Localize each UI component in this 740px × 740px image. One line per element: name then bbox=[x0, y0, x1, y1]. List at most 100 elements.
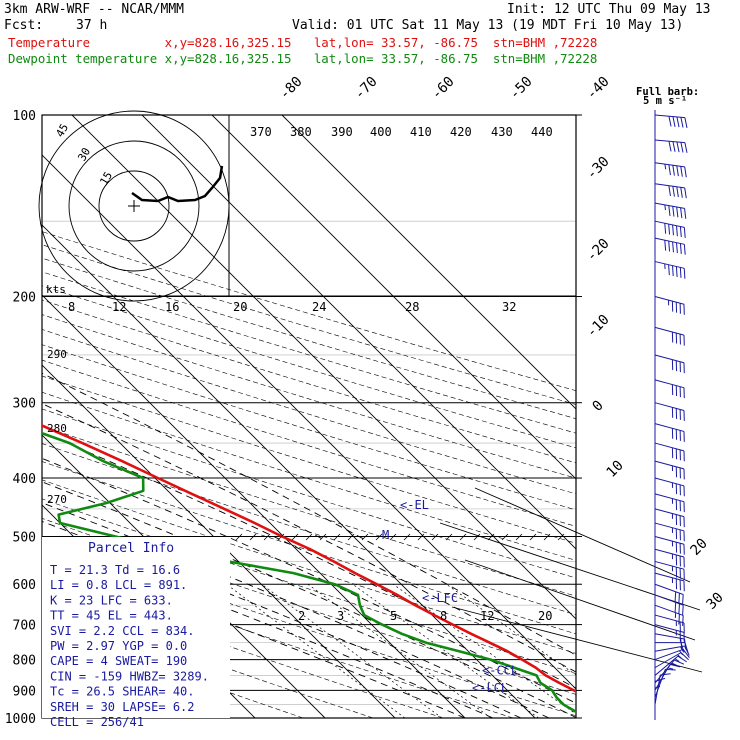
wind-barb-staff bbox=[654, 183, 685, 189]
parcel-info-title: Parcel Info bbox=[88, 541, 174, 556]
valid-time: Valid: 01 UTC Sat 11 May 13 (19 MDT Fri … bbox=[292, 18, 684, 33]
wind-barb-flag bbox=[679, 226, 682, 238]
hodograph-speed-label: 28 bbox=[405, 300, 419, 314]
temperature-legend: Temperature x,y=828.16,325.15 lat,lon= 3… bbox=[8, 35, 598, 50]
surface-tick bbox=[235, 533, 243, 541]
theta-label-left: 280 bbox=[47, 422, 67, 435]
isotherm-extensions bbox=[439, 487, 703, 673]
wind-barb-staff bbox=[654, 572, 685, 582]
wind-barb bbox=[654, 442, 685, 462]
wind-barb-flag bbox=[676, 141, 680, 153]
wind-barb-flag bbox=[684, 142, 688, 153]
mixing-ratio-line bbox=[446, 583, 576, 676]
wind-barb-staff bbox=[654, 477, 685, 487]
wind-barb-staff bbox=[654, 296, 685, 305]
wind-barb-flag bbox=[676, 186, 679, 198]
isotherm-line bbox=[42, 154, 576, 690]
mixing-ratio-label: 8 bbox=[440, 609, 447, 623]
wind-barb bbox=[654, 296, 685, 315]
wind-barb-staff bbox=[654, 402, 685, 411]
parcel-info-panel: Parcel Info T = 21.3 Td = 16.6LI = 0.8 L… bbox=[42, 537, 230, 729]
pressure-tick-label: 200 bbox=[13, 291, 36, 306]
surface-tick bbox=[487, 533, 495, 541]
isotherm-label: -70 bbox=[352, 74, 381, 103]
mixing-ratio-line bbox=[226, 583, 406, 718]
wind-barb-flag bbox=[684, 166, 687, 178]
dry-adiabat bbox=[42, 344, 576, 511]
pressure-tick-label: 700 bbox=[13, 619, 36, 634]
wind-barb-flag bbox=[674, 591, 677, 603]
hodograph-speed-label: 8 bbox=[68, 300, 75, 314]
wind-barb-flag bbox=[660, 673, 671, 676]
plot-border bbox=[41, 114, 577, 719]
wind-barb bbox=[654, 237, 686, 255]
wind-barb bbox=[654, 604, 684, 626]
wind-barb-flag bbox=[664, 223, 667, 234]
wind-barb-flag bbox=[672, 186, 675, 197]
isotherm-line bbox=[42, 294, 466, 718]
parcel-info-row: CIN = -159 HWBZ= 3289. bbox=[50, 669, 209, 683]
wind-barb bbox=[654, 402, 685, 421]
parcel-info-row: LI = 0.8 LCL = 891. bbox=[50, 578, 187, 592]
surface-tick bbox=[417, 533, 425, 541]
pressure-tick-label: 900 bbox=[13, 684, 36, 699]
isotherm-label: -10 bbox=[584, 312, 613, 341]
wind-barb-flag bbox=[676, 206, 679, 218]
dry-adiabat bbox=[42, 518, 576, 695]
wind-barb-staff bbox=[654, 583, 684, 595]
wind-barb-flag bbox=[668, 164, 671, 176]
mixing-ratio-line bbox=[261, 583, 443, 718]
moist-adiabat bbox=[42, 403, 576, 673]
isotherm-label: -40 bbox=[584, 74, 613, 103]
wind-barb-half bbox=[664, 164, 667, 170]
wind-barb-half bbox=[680, 646, 684, 652]
surface-tick bbox=[403, 533, 411, 541]
pressure-tick-label: 800 bbox=[13, 654, 36, 669]
dry-adiabat bbox=[42, 231, 576, 391]
wind-barb-flag bbox=[675, 266, 678, 277]
wind-barb bbox=[654, 162, 687, 178]
pressure-tick-label: 100 bbox=[13, 109, 36, 124]
surface-tick bbox=[375, 533, 383, 541]
wind-barb bbox=[654, 493, 685, 513]
barb-legend-line1: Full barb: bbox=[636, 86, 699, 98]
wind-barb-staff bbox=[654, 508, 685, 518]
wind-barb-flag bbox=[668, 240, 671, 252]
wind-barb-flag bbox=[680, 166, 683, 177]
hodograph-units: kts bbox=[46, 283, 66, 296]
wind-barb bbox=[654, 548, 685, 568]
moist-adiabat bbox=[42, 537, 494, 718]
wind-barb-staff bbox=[654, 261, 685, 269]
wind-barb-flag bbox=[680, 652, 689, 661]
wind-barb-staff bbox=[654, 633, 685, 640]
surface-tick bbox=[459, 533, 467, 541]
profile-traces bbox=[42, 424, 576, 713]
isotherm-line bbox=[42, 224, 536, 718]
dewpoint-legend: Dewpoint temperature x,y=828.16,325.15 l… bbox=[8, 51, 598, 66]
wind-barb bbox=[654, 645, 690, 656]
parcel-info-row: PW = 2.97 YGP = 0.0 bbox=[50, 639, 187, 653]
hodograph-speed-label: 32 bbox=[502, 300, 516, 314]
parcel-info-row: CELL = 256/41 bbox=[50, 715, 144, 729]
forecast-hour: 37 h bbox=[76, 18, 108, 33]
wind-barb bbox=[654, 686, 661, 718]
wind-barb bbox=[654, 326, 685, 346]
wind-barb-flag bbox=[682, 594, 684, 605]
wind-barb-flag bbox=[676, 116, 680, 128]
pressure-tick-label: 400 bbox=[13, 472, 36, 487]
wind-barb bbox=[654, 522, 685, 542]
wind-barb-staff bbox=[654, 202, 685, 209]
wind-barb-flag bbox=[679, 267, 682, 278]
dry-adiabat bbox=[42, 329, 576, 495]
wind-barb-staff bbox=[654, 535, 685, 545]
theta-label-left: 270 bbox=[47, 493, 67, 506]
isotherm-extension bbox=[451, 606, 703, 673]
mixing-ratio-label: 12 bbox=[480, 609, 494, 623]
theta-label: 410 bbox=[410, 125, 432, 139]
parcel-info-row: TT = 45 EL = 443. bbox=[50, 609, 173, 623]
wind-barb-flag bbox=[674, 659, 685, 665]
theta-label: 440 bbox=[531, 125, 553, 139]
wind-barb-staff bbox=[654, 560, 685, 570]
